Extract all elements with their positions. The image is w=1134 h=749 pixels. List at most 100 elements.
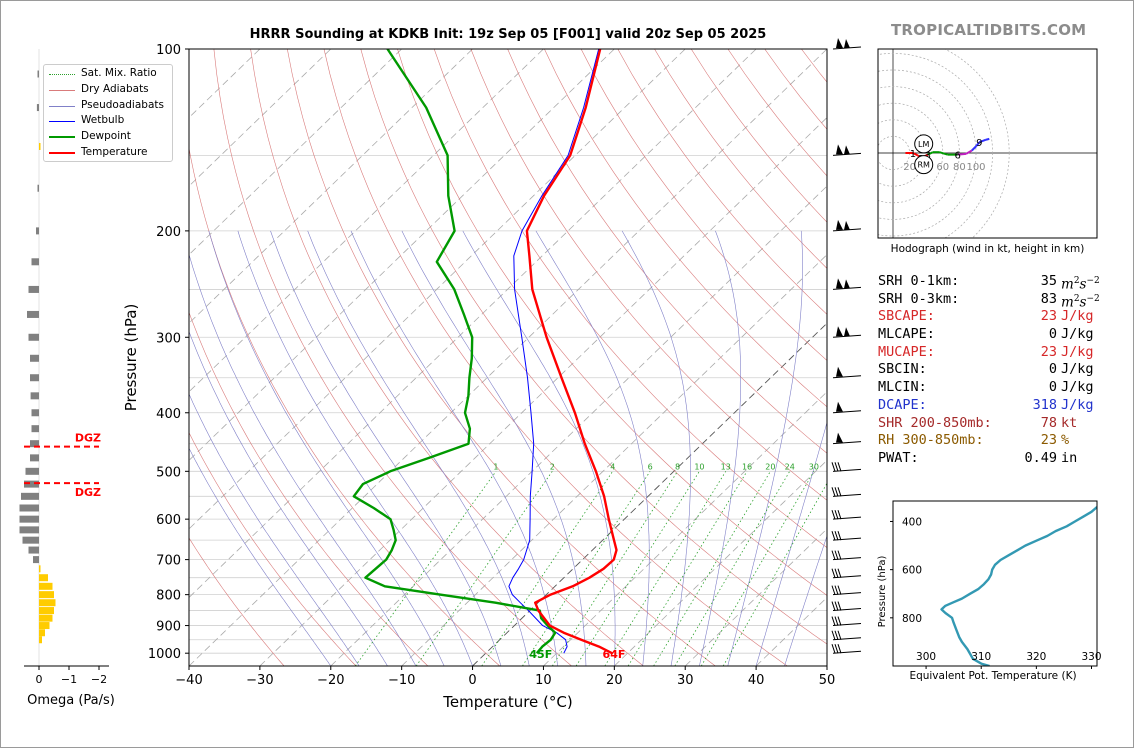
omega-bar <box>39 143 41 150</box>
mixing-ratio-label: 6 <box>648 462 653 471</box>
omega-bar <box>39 574 48 581</box>
legend-label-temperature: Temperature <box>81 146 148 158</box>
omega-bar <box>30 374 39 381</box>
stat-unit: J/kg <box>1061 379 1094 397</box>
stat-value: 35 <box>1041 273 1057 291</box>
mixing-ratio-line <box>522 471 650 666</box>
mixing-ratio-label: 24 <box>785 462 795 471</box>
stat-unit: J/kg <box>1061 361 1094 379</box>
omega-bar <box>24 481 39 488</box>
legend-swatch-dewpoint <box>49 136 75 138</box>
mixing-ratio-line <box>723 471 834 666</box>
theta-e-y-tick-label: 800 <box>902 613 922 625</box>
hodo-ring-label: 60 <box>936 162 949 173</box>
omega-bar <box>27 311 39 318</box>
dewpoint-profile <box>354 49 555 653</box>
y-tick-label: 400 <box>156 407 181 422</box>
wind-barb <box>832 510 861 519</box>
stat-label: SRH 0-3km: <box>878 291 959 309</box>
x-tick-label: −20 <box>317 673 344 688</box>
storm-motion-label: LM <box>918 140 929 149</box>
hodograph-plot: 2040608010012369LMRM <box>777 37 1097 269</box>
stat-unit: kt <box>1061 415 1077 433</box>
mixing-ratio-label: 1 <box>493 462 498 471</box>
brand-watermark: TROPICALTIDBITS.COM <box>891 21 1086 39</box>
hodo-trace <box>939 152 947 154</box>
chart-title: HRRR Sounding at KDKB Init: 19z Sep 05 [… <box>189 27 827 42</box>
wind-barb <box>832 569 861 578</box>
mixing-ratio-line <box>675 471 790 666</box>
omega-bar <box>29 334 40 341</box>
omega-bar <box>39 636 42 643</box>
skewt-y-axis-label: Pressure (hPa) <box>122 304 140 412</box>
dry-adiabat <box>361 49 859 666</box>
stat-label: SBCAPE: <box>878 308 935 326</box>
pseudoadiabat <box>183 231 416 666</box>
omega-bar <box>30 355 39 362</box>
x-tick-label: 0 <box>468 673 476 688</box>
dry-adiabat <box>214 49 572 666</box>
stat-unit: J/kg <box>1061 397 1094 415</box>
mixing-ratio-line <box>654 471 771 666</box>
pseudoadiabat <box>271 231 501 666</box>
wind-barb <box>832 487 861 496</box>
stat-label: MUCAPE: <box>878 344 935 362</box>
stat-value: 0 <box>1049 361 1057 379</box>
mixing-ratio-label: 8 <box>675 462 680 471</box>
mixing-ratio-line <box>701 471 814 666</box>
dgz-label: DGZ <box>75 486 101 499</box>
wind-barb <box>833 433 861 444</box>
wind-barb <box>832 602 861 611</box>
pseudoadiabat <box>728 231 803 666</box>
dry-adiabat <box>324 49 787 666</box>
omega-bar <box>32 258 40 265</box>
hodo-ring-label: 100 <box>966 162 985 173</box>
x-tick-label: 40 <box>748 673 765 688</box>
mixing-ratio-label: 2 <box>550 462 555 471</box>
legend: Sat. Mix. Ratio Dry Adiabats Pseudoadiab… <box>43 64 173 162</box>
y-tick-label: 1000 <box>148 647 181 662</box>
omega-bar <box>37 104 39 111</box>
y-tick-label: 700 <box>156 554 181 569</box>
legend-swatch-temperature <box>49 152 75 154</box>
legend-label-wetbulb: Wetbulb <box>81 114 124 126</box>
omega-bar <box>39 629 45 636</box>
legend-swatch-wetbulb <box>49 121 75 122</box>
omega-bar <box>20 516 40 523</box>
theta-e-line <box>942 507 1098 666</box>
mixing-ratio-line <box>576 471 699 666</box>
omega-bar <box>32 409 40 416</box>
y-tick-label: 100 <box>156 43 181 58</box>
wind-barb <box>833 402 861 413</box>
hodo-height-label: 9 <box>976 138 982 149</box>
stat-unit: % <box>1061 432 1069 450</box>
stat-row: RH 300-850mb:23% <box>878 432 1093 450</box>
omega-bar <box>39 622 50 629</box>
x-tick-label: −10 <box>388 673 415 688</box>
pseudoadiabat <box>536 231 649 666</box>
mixing-ratio-label: 16 <box>742 462 752 471</box>
y-tick-label: 800 <box>156 589 181 604</box>
hodograph-frame <box>878 49 1097 238</box>
skewt-x-axis-label: Temperature (°C) <box>442 693 572 711</box>
stat-value: 78 <box>1041 415 1057 433</box>
wind-barb <box>832 551 861 560</box>
theta-e-x-tick-label: 330 <box>1081 651 1101 663</box>
wind-barb <box>832 631 861 640</box>
wind-barb <box>832 617 861 626</box>
hodo-height-label: 1 <box>910 149 916 160</box>
theta-e-x-tick-label: 300 <box>916 651 936 663</box>
omega-bar <box>38 71 40 78</box>
x-tick-label: 50 <box>819 673 836 688</box>
omega-bar <box>30 454 39 461</box>
wind-barb <box>832 586 861 595</box>
isotherm <box>118 49 756 666</box>
y-tick-label: 300 <box>156 331 181 346</box>
omega-bar <box>31 392 39 399</box>
stat-value: 23 <box>1041 432 1057 450</box>
